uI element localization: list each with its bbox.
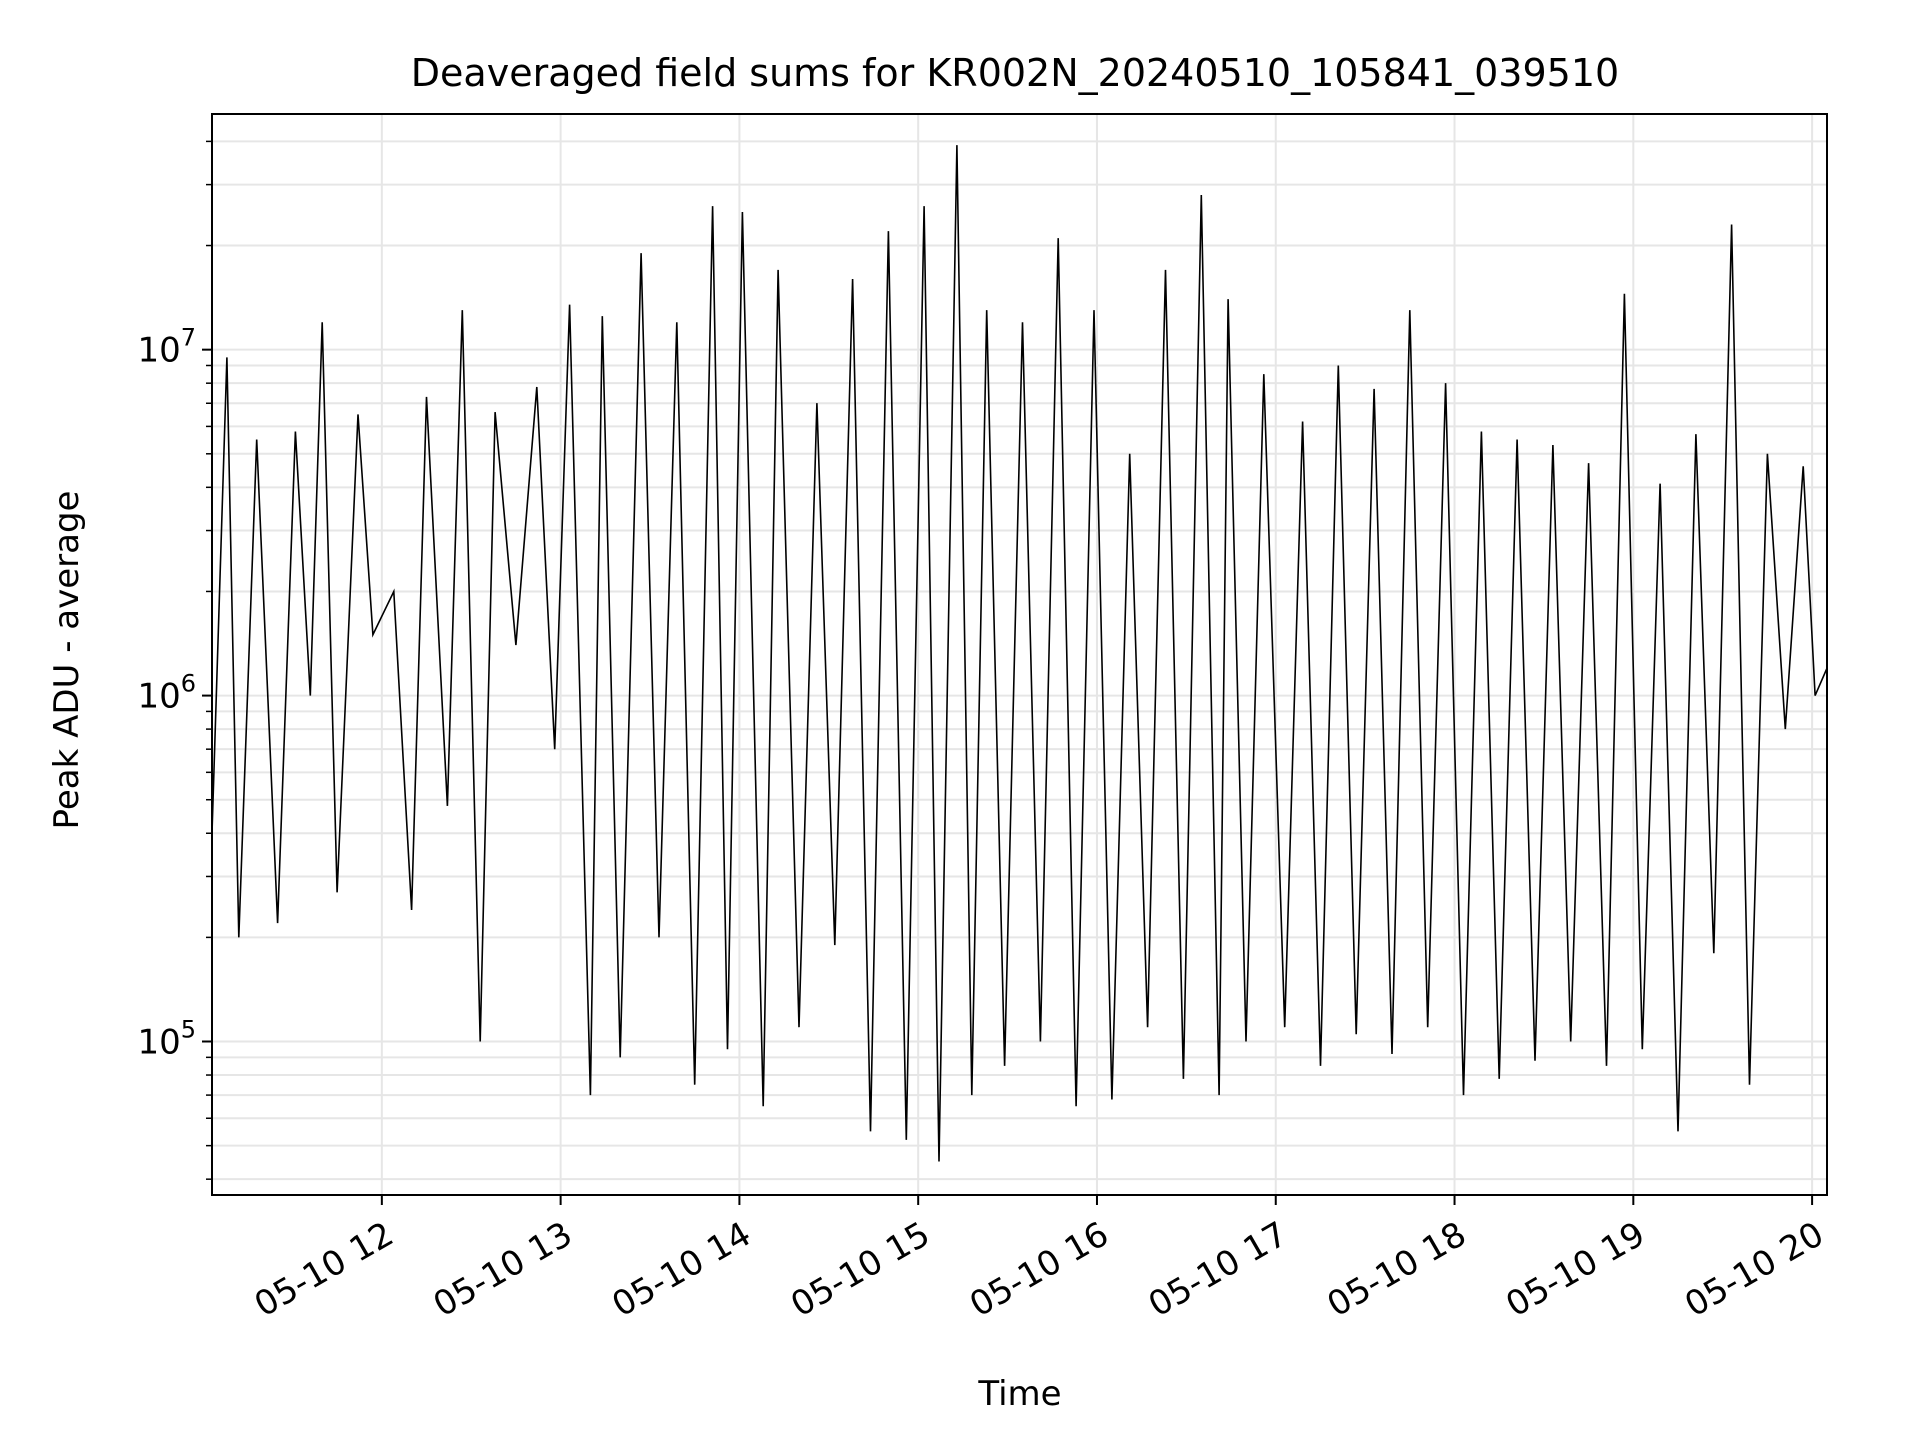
x-tick-label: 05-10 18 (1321, 1214, 1473, 1325)
x-tick-label: 05-10 19 (1499, 1214, 1651, 1325)
series-layer (211, 145, 1828, 1162)
grid-layer (212, 114, 1827, 1195)
plot-frame (211, 113, 1828, 1196)
x-tick-label: 05-10 15 (784, 1214, 936, 1325)
x-axis-label: Time (977, 1374, 1061, 1414)
x-tick-label: 05-10 13 (427, 1214, 579, 1325)
x-tick-label: 05-10 12 (248, 1214, 400, 1325)
x-tick-label: 05-10 16 (963, 1214, 1115, 1325)
y-tick-label: 106 (137, 670, 196, 717)
series-line (211, 145, 1828, 1162)
y-axis-label: Peak ADU - average (47, 491, 87, 830)
x-tick-label: 05-10 20 (1678, 1214, 1830, 1325)
y-axis: 105 106 107 (137, 140, 212, 1180)
x-tick-label: 05-10 17 (1142, 1214, 1294, 1325)
x-tick-label: 05-10 14 (606, 1214, 758, 1325)
x-axis: 05-10 12 05-10 13 05-10 14 05-10 15 05-10 16… (248, 1195, 1831, 1325)
y-tick-label: 107 (137, 324, 196, 371)
y-tick-label: 105 (137, 1016, 196, 1063)
chart-title: Deaveraged field sums for KR002N_2024051… (411, 51, 1619, 95)
